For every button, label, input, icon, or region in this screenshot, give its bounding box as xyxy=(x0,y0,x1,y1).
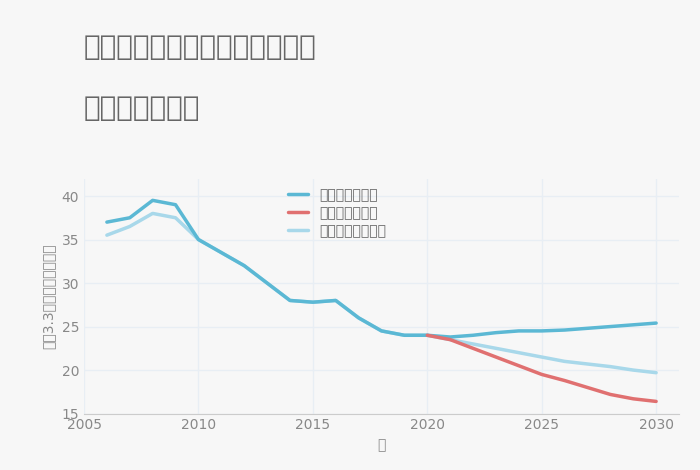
バッドシナリオ xyxy=(423,332,431,338)
グッドシナリオ xyxy=(514,328,523,334)
グッドシナリオ xyxy=(606,324,615,329)
ノーマルシナリオ xyxy=(606,364,615,369)
グッドシナリオ xyxy=(354,315,363,321)
ノーマルシナリオ xyxy=(217,250,225,255)
ノーマルシナリオ xyxy=(240,263,248,268)
ノーマルシナリオ xyxy=(332,298,340,303)
ノーマルシナリオ xyxy=(103,232,111,238)
バッドシナリオ xyxy=(606,392,615,397)
グッドシナリオ xyxy=(629,322,638,328)
ノーマルシナリオ xyxy=(263,280,272,286)
グッドシナリオ xyxy=(286,298,294,303)
グッドシナリオ xyxy=(377,328,386,334)
グッドシナリオ xyxy=(423,332,431,338)
ノーマルシナリオ xyxy=(194,237,202,243)
グッドシナリオ xyxy=(400,332,409,338)
グッドシナリオ xyxy=(125,215,134,220)
Line: バッドシナリオ: バッドシナリオ xyxy=(427,335,656,401)
ノーマルシナリオ xyxy=(652,370,660,376)
グッドシナリオ xyxy=(172,202,180,208)
Line: グッドシナリオ: グッドシナリオ xyxy=(107,200,656,337)
ノーマルシナリオ xyxy=(400,332,409,338)
ノーマルシナリオ xyxy=(172,215,180,220)
グッドシナリオ xyxy=(446,334,454,340)
グッドシナリオ xyxy=(148,197,157,203)
バッドシナリオ xyxy=(629,396,638,402)
ノーマルシナリオ xyxy=(286,298,294,303)
ノーマルシナリオ xyxy=(377,328,386,334)
グッドシナリオ xyxy=(491,330,500,336)
バッドシナリオ xyxy=(583,384,592,390)
Y-axis label: 坪（3.3㎡）単価（万円）: 坪（3.3㎡）単価（万円） xyxy=(42,243,56,349)
バッドシナリオ xyxy=(514,363,523,368)
グッドシナリオ xyxy=(309,299,317,305)
グッドシナリオ xyxy=(561,327,569,333)
ノーマルシナリオ xyxy=(469,341,477,347)
グッドシナリオ xyxy=(240,263,248,268)
Legend: グッドシナリオ, バッドシナリオ, ノーマルシナリオ: グッドシナリオ, バッドシナリオ, ノーマルシナリオ xyxy=(288,188,386,238)
ノーマルシナリオ xyxy=(561,359,569,364)
Line: ノーマルシナリオ: ノーマルシナリオ xyxy=(107,213,656,373)
グッドシナリオ xyxy=(652,320,660,326)
ノーマルシナリオ xyxy=(125,224,134,229)
グッドシナリオ xyxy=(538,328,546,334)
グッドシナリオ xyxy=(583,326,592,331)
ノーマルシナリオ xyxy=(514,350,523,355)
バッドシナリオ xyxy=(561,378,569,384)
ノーマルシナリオ xyxy=(148,211,157,216)
ノーマルシナリオ xyxy=(583,361,592,367)
ノーマルシナリオ xyxy=(446,337,454,343)
ノーマルシナリオ xyxy=(309,299,317,305)
グッドシナリオ xyxy=(217,250,225,255)
グッドシナリオ xyxy=(263,280,272,286)
グッドシナリオ xyxy=(194,237,202,243)
Text: 兵庫県たつの市揖保川町片島の: 兵庫県たつの市揖保川町片島の xyxy=(84,33,316,61)
X-axis label: 年: 年 xyxy=(377,438,386,452)
ノーマルシナリオ xyxy=(423,332,431,338)
グッドシナリオ xyxy=(332,298,340,303)
グッドシナリオ xyxy=(103,219,111,225)
バッドシナリオ xyxy=(446,337,454,343)
グッドシナリオ xyxy=(469,332,477,338)
バッドシナリオ xyxy=(469,345,477,351)
Text: 土地の価格推移: 土地の価格推移 xyxy=(84,94,200,122)
バッドシナリオ xyxy=(652,399,660,404)
バッドシナリオ xyxy=(538,372,546,377)
ノーマルシナリオ xyxy=(629,367,638,373)
ノーマルシナリオ xyxy=(354,315,363,321)
ノーマルシナリオ xyxy=(491,345,500,351)
バッドシナリオ xyxy=(491,354,500,360)
ノーマルシナリオ xyxy=(538,354,546,360)
